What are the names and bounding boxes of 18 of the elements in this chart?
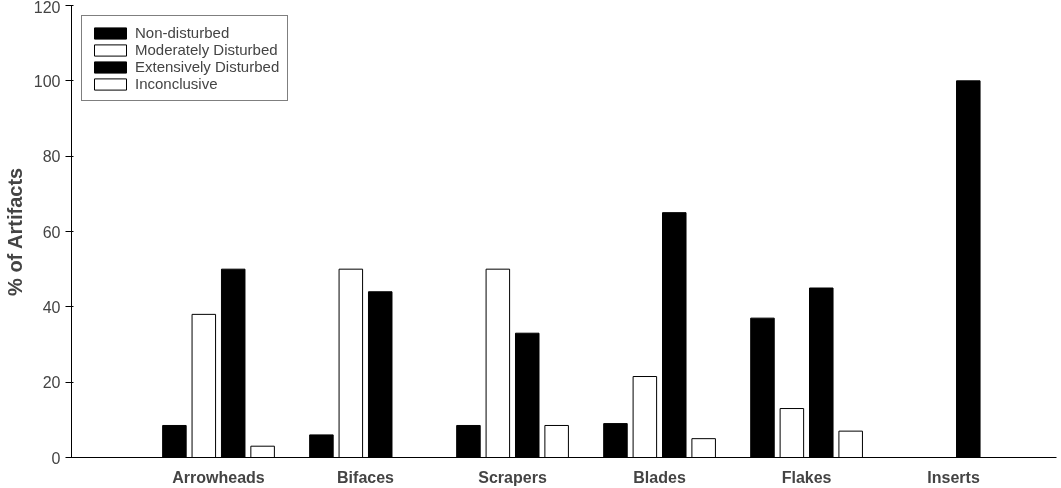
y-tick-label: 20 — [42, 374, 61, 392]
legend-label: Extensively Disturbed — [135, 58, 280, 75]
x-tick-label: Blades — [633, 468, 686, 486]
y-tick-label: 0 — [51, 449, 61, 467]
legend-label: Non-disturbed — [135, 24, 230, 41]
y-axis-title: % of Artifacts — [3, 167, 26, 296]
legend-label: Inconclusive — [135, 75, 218, 92]
y-tick-label: 100 — [33, 72, 61, 90]
y-tick-label: 60 — [42, 223, 61, 241]
x-tick-label: Flakes — [781, 468, 832, 486]
x-tick-label: Bifaces — [337, 468, 395, 486]
legend-label: Moderately Disturbed — [135, 41, 278, 58]
y-tick-label: 40 — [42, 298, 61, 316]
x-tick-label: Scrapers — [478, 468, 547, 486]
y-tick-label: 120 — [33, 0, 61, 16]
y-tick-label: 80 — [42, 148, 61, 166]
x-tick-label: Inserts — [927, 468, 980, 486]
x-tick-label: Arrowheads — [172, 468, 265, 486]
